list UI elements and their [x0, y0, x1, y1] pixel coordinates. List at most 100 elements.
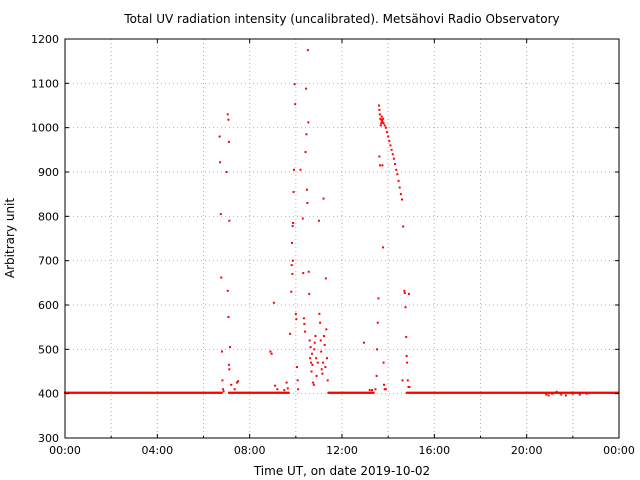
data-point	[398, 186, 401, 189]
x-tick-label: 00:00	[49, 444, 81, 457]
data-point	[325, 328, 328, 331]
data-point	[392, 157, 395, 160]
data-point	[290, 290, 293, 293]
data-point	[313, 348, 316, 351]
data-point	[319, 339, 322, 342]
data-point	[227, 315, 230, 318]
data-point	[294, 312, 297, 315]
data-point	[237, 380, 240, 383]
data-point	[286, 387, 289, 390]
data-point	[304, 151, 307, 154]
data-point	[377, 297, 380, 300]
y-tick-label: 400	[38, 388, 59, 401]
x-tick-label: 00:00	[603, 444, 635, 457]
data-point	[381, 120, 384, 123]
data-point	[218, 135, 221, 138]
data-point	[308, 339, 311, 342]
data-point	[307, 270, 310, 273]
y-tick-label: 300	[38, 432, 59, 445]
chart-title: Total UV radiation intensity (uncalibrat…	[123, 12, 559, 26]
data-point	[310, 361, 313, 364]
baseline-point	[287, 391, 290, 394]
data-point	[317, 219, 320, 222]
data-point	[371, 389, 374, 392]
data-point	[382, 246, 385, 249]
data-point	[311, 363, 314, 366]
data-point	[308, 292, 311, 295]
data-point	[405, 354, 408, 357]
data-point	[547, 394, 550, 397]
data-point	[403, 289, 406, 292]
data-point	[269, 350, 272, 353]
data-point	[225, 171, 228, 173]
data-point	[382, 117, 385, 120]
data-point	[316, 361, 319, 364]
data-point	[226, 289, 229, 292]
data-point	[283, 389, 286, 392]
data-point	[320, 368, 323, 371]
x-axis: 00:00 04:00 08:00 12:00 16:00 20:00 00:00	[49, 39, 635, 457]
x-tick-label: 04:00	[141, 444, 173, 457]
data-point	[379, 164, 382, 167]
data-point	[305, 133, 308, 136]
data-point	[382, 361, 385, 364]
x-tick-label: 08:00	[234, 444, 266, 457]
y-axis-label: Arbitrary unit	[3, 198, 17, 278]
data-point	[221, 379, 224, 382]
y-axis: 300 400 500 600 700 800 900 1000 1100 1200	[31, 33, 619, 445]
data-point	[324, 366, 327, 369]
data-point	[296, 379, 299, 382]
data-point	[401, 379, 404, 382]
data-point	[319, 321, 322, 324]
data-point	[403, 292, 406, 295]
y-tick-label: 1000	[31, 122, 59, 135]
data-point	[380, 122, 383, 125]
y-tick-label: 600	[38, 299, 59, 312]
data-point	[320, 350, 323, 353]
data-point	[227, 140, 230, 143]
data-point	[295, 366, 298, 369]
data-point	[299, 168, 302, 171]
data-point	[389, 144, 392, 147]
baseline-point	[617, 391, 620, 394]
data-point	[571, 392, 574, 395]
data-point	[276, 388, 279, 391]
data-point	[305, 188, 308, 191]
data-point	[292, 221, 295, 224]
data-point	[384, 126, 387, 129]
y-tick-label: 1100	[31, 77, 59, 90]
data-point	[306, 49, 309, 52]
data-point	[314, 335, 317, 338]
data-point	[228, 368, 231, 371]
data-point	[315, 357, 318, 360]
data-point	[376, 321, 379, 324]
y-tick-label: 700	[38, 255, 59, 268]
data-point	[379, 124, 382, 127]
data-point	[394, 163, 397, 166]
data-point	[395, 168, 398, 171]
data-point	[307, 121, 310, 124]
data-point	[301, 217, 304, 220]
data-point	[315, 374, 318, 377]
y-tick-label: 1200	[31, 33, 59, 46]
data-point	[396, 173, 399, 176]
data-point	[386, 131, 389, 134]
data-point	[303, 323, 306, 326]
data-point	[309, 357, 312, 360]
data-point	[378, 108, 381, 111]
data-point	[321, 372, 324, 375]
data-point	[551, 392, 554, 395]
data-point	[222, 390, 225, 393]
data-point	[408, 386, 411, 389]
y-tick-label: 800	[38, 210, 59, 223]
data-point	[274, 384, 277, 387]
data-point	[302, 317, 305, 320]
x-axis-label: Time UT, on date 2019-10-02	[253, 464, 430, 478]
data-point	[312, 383, 315, 386]
data-point	[230, 383, 233, 386]
data-point	[383, 388, 386, 391]
data-point	[318, 312, 321, 315]
data-point	[291, 225, 294, 228]
data-point	[362, 341, 365, 344]
data-point	[226, 113, 229, 116]
